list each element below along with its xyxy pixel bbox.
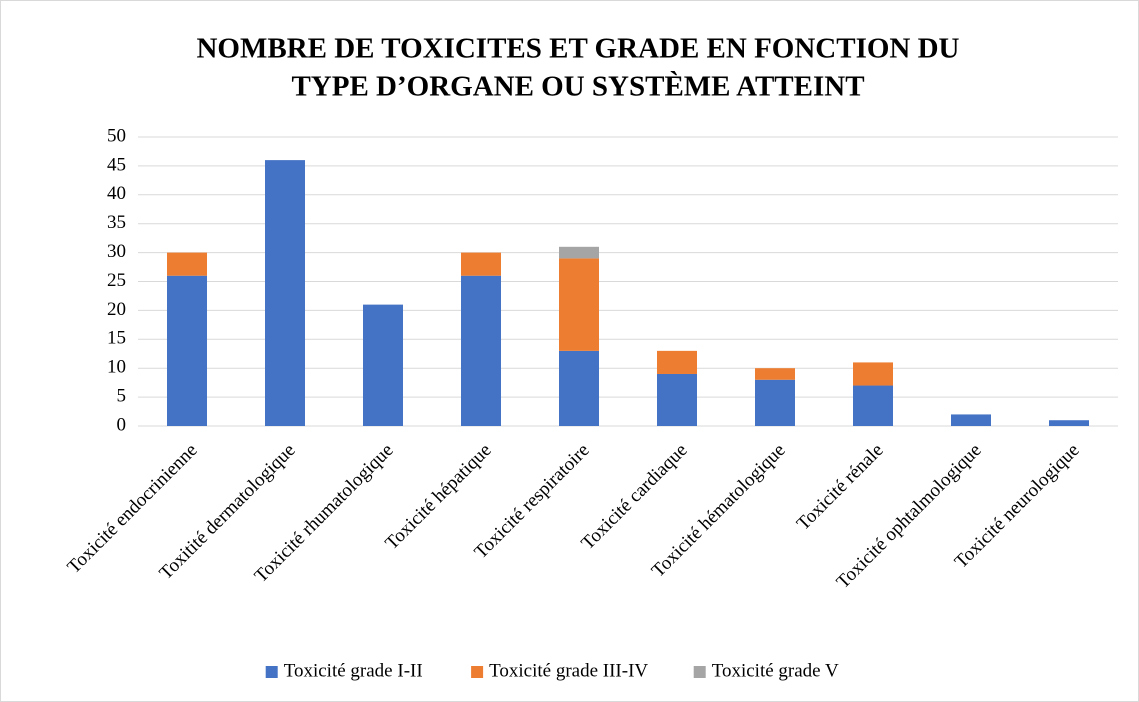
y-tick-label: 40 [107,183,126,204]
bar-segment [853,385,893,426]
bar-segment [461,252,501,276]
legend-swatch [693,666,706,678]
bar-segment [461,275,501,426]
bar-segment [559,258,599,351]
legend-label: Toxicité grade V [712,660,839,681]
chart-title: TYPE D’ORGANE OU SYSTÈME ATTEINT [291,70,864,103]
y-tick-label: 50 [107,125,126,146]
y-tick-label: 30 [107,241,126,262]
y-tick-label: 25 [107,270,126,291]
y-tick-label: 0 [117,414,127,435]
y-tick-label: 10 [107,357,126,378]
y-tick-label: 20 [107,299,126,320]
y-tick-label: 35 [107,212,126,233]
bar-segment [657,350,697,374]
bar-segment [657,373,697,426]
legend-label: Toxicité grade I-II [284,660,423,681]
bar-segment [559,350,599,426]
bar-segment [755,368,795,380]
chart-title: NOMBRE DE TOXICITES ET GRADE EN FONCTION… [196,33,959,65]
bar-segment [951,414,991,426]
bar-segment [1049,420,1089,426]
bar-segment [559,246,599,259]
y-tick-label: 45 [107,154,126,175]
bar-segment [167,275,207,426]
bar-segment [167,252,207,276]
bar-segment [853,362,893,386]
bar-segment [363,304,403,426]
legend-label: Toxicité grade III-IV [489,660,648,681]
legend-swatch [265,666,278,678]
legend-swatch [471,666,484,678]
bar-segment [265,160,305,426]
y-tick-label: 15 [107,328,126,349]
bar-segment [755,379,795,426]
y-tick-label: 5 [117,385,127,406]
